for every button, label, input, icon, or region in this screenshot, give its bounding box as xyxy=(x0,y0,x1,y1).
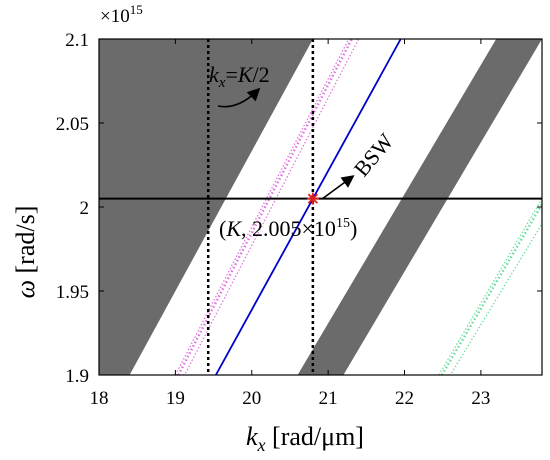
kx-half-annotation: kx=K/2 xyxy=(209,62,270,91)
magenta-band-fill xyxy=(177,39,353,375)
x-tick-label: 19 xyxy=(166,388,185,409)
x-tick-label: 21 xyxy=(319,388,338,409)
y-tick-label: 1.9 xyxy=(65,366,89,387)
gray-band xyxy=(99,39,313,375)
x-tick-label: 22 xyxy=(395,388,414,409)
green-band-fill xyxy=(440,201,542,375)
y-tick-label: 2 xyxy=(80,198,90,219)
y-tick-label: 1.95 xyxy=(56,282,89,303)
magenta-band xyxy=(174,39,360,375)
gray-band xyxy=(297,39,542,375)
marker-stroke xyxy=(307,193,318,204)
x-tick-label: 23 xyxy=(471,388,490,409)
kx-half-arrow xyxy=(217,87,261,108)
y-exponent: ×1015 xyxy=(100,2,143,27)
y-tick-label: 2.05 xyxy=(56,114,89,135)
bsw-marker xyxy=(306,192,319,205)
x-tick-label: 18 xyxy=(90,388,109,409)
x-tick-label: 20 xyxy=(242,388,261,409)
y-axis-label: ω [rad/s] xyxy=(11,206,40,299)
x-axis-label: kx [rad/μm] xyxy=(246,422,364,455)
bsw-arrow xyxy=(321,175,355,200)
point-annotation: (K, 2.005×1015) xyxy=(219,216,357,241)
y-tick-label: 2.1 xyxy=(65,30,89,51)
blue-dispersion-line xyxy=(215,39,402,375)
